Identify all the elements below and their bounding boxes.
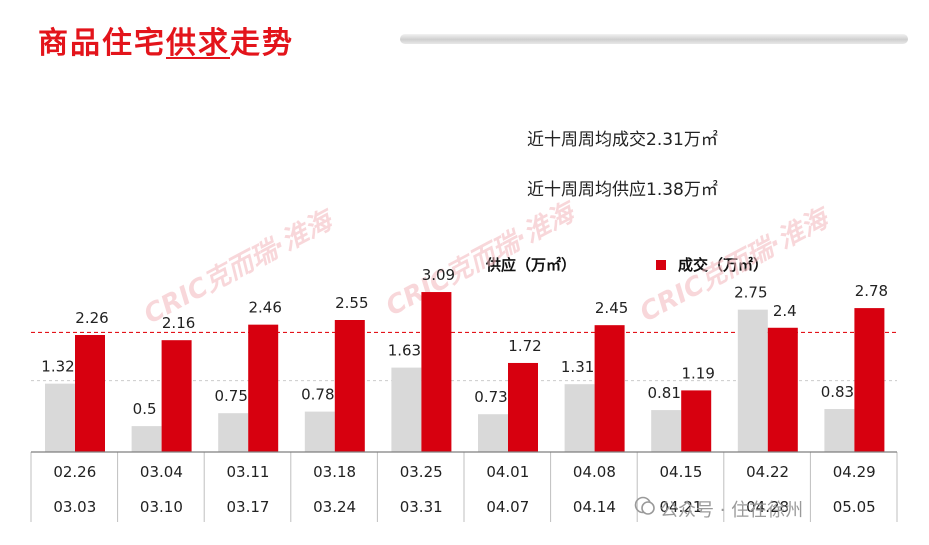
x-tick-label-end-3: 03.17 (227, 498, 270, 516)
supply-bar-5 (391, 367, 422, 452)
x-tick-label-start-5: 03.25 (400, 463, 443, 481)
deal-bar-3 (248, 324, 279, 452)
supply-value-label-2: 0.5 (133, 400, 157, 418)
supply-bar-1 (45, 383, 75, 452)
brand-watermark-2: CRIC克而瑞·淮海 (635, 202, 836, 328)
deal-value-label-3: 2.46 (248, 299, 281, 317)
x-tick-label-end-1: 03.03 (53, 498, 96, 516)
deal-bar-10 (854, 308, 885, 452)
supply-value-label-9: 2.75 (734, 284, 767, 302)
supply-bar-4 (304, 411, 335, 452)
supply-value-label-1: 1.32 (41, 358, 74, 376)
supply-value-label-10: 0.83 (821, 383, 854, 401)
brand-watermark-1: CRIC克而瑞·淮海 (381, 196, 582, 322)
x-tick-label-end-5: 03.31 (400, 498, 443, 516)
account-watermark: 公众号 · 住在徐州 (660, 500, 804, 521)
supply-bar-9 (737, 309, 768, 452)
deal-bar-4 (334, 320, 365, 452)
deal-bar-2 (161, 340, 192, 452)
deal-bar-1 (75, 335, 105, 452)
x-tick-label-start-3: 03.11 (227, 463, 270, 481)
title-part-1: 商品住宅 (38, 26, 166, 61)
supply-value-label-4: 0.78 (301, 386, 334, 404)
brand-watermark-3: CRIC克而瑞·淮海 (139, 204, 340, 330)
supply-value-label-3: 0.75 (214, 387, 247, 405)
deal-value-label-6: 1.72 (508, 337, 541, 355)
wechat-icon (634, 496, 655, 515)
supply-average-text: 近十周周均供应1.38万㎡ (527, 180, 718, 200)
supply-bar-7 (564, 384, 595, 452)
supply-bar-10 (824, 409, 855, 452)
page-title: 商品住宅供求走势 (38, 18, 294, 62)
deal-value-label-10: 2.78 (855, 282, 888, 300)
deal-bar-5 (421, 292, 452, 452)
x-tick-label-end-6: 04.07 (486, 498, 529, 516)
deal-value-label-4: 2.55 (335, 294, 368, 312)
legend-deal-label: 成交（万㎡） (678, 256, 769, 274)
supply-bar-3 (218, 413, 249, 452)
x-tick-label-start-9: 04.22 (746, 463, 789, 481)
deal-bar-7 (594, 325, 625, 452)
x-tick-label-end-4: 03.24 (313, 498, 356, 516)
supply-value-label-7: 1.31 (561, 358, 594, 376)
x-tick-label-start-7: 04.08 (573, 463, 616, 481)
title-decor-bar (400, 34, 908, 44)
supply-bar-6 (478, 414, 508, 452)
legend-deal-swatch (656, 259, 666, 270)
x-tick-label-start-4: 03.18 (313, 463, 356, 481)
deal-value-label-9: 2.4 (773, 302, 797, 320)
deal-value-label-1: 2.26 (75, 309, 108, 327)
supply-value-label-8: 0.81 (647, 384, 680, 402)
supply-value-label-5: 1.63 (388, 342, 421, 360)
x-tick-label-end-8: 04.21 (660, 498, 703, 516)
x-tick-label-start-2: 03.04 (140, 463, 183, 481)
supply-bar-8 (651, 410, 682, 452)
supply-bar-2 (131, 426, 162, 452)
deal-average-text: 近十周周均成交2.31万㎡ (527, 130, 718, 150)
supply-value-label-6: 0.73 (474, 388, 507, 406)
x-tick-label-start-10: 04.29 (833, 463, 876, 481)
legend-supply-label: 供应（万㎡） (486, 256, 577, 274)
deal-bar-6 (508, 362, 538, 452)
deal-bar-9 (767, 327, 798, 452)
x-tick-label-end-10: 05.05 (833, 498, 876, 516)
x-tick-label-start-8: 04.15 (660, 463, 703, 481)
legend-deal: 成交（万㎡） (656, 254, 768, 275)
x-tick-label-end-7: 04.14 (573, 498, 616, 516)
x-tick-label-start-6: 04.01 (486, 463, 529, 481)
deal-bar-8 (681, 390, 712, 452)
legend-supply: 供应（万㎡） (486, 254, 576, 275)
deal-value-label-7: 2.45 (595, 299, 628, 317)
x-tick-label-start-1: 02.26 (53, 463, 96, 481)
deal-value-label-2: 2.16 (162, 314, 195, 332)
x-tick-label-end-2: 03.10 (140, 498, 183, 516)
deal-value-label-8: 1.19 (681, 364, 714, 382)
deal-value-label-5: 3.09 (422, 266, 455, 284)
title-part-2: 供求 (166, 26, 230, 61)
title-part-3: 走势 (230, 26, 294, 61)
x-tick-label-end-9: 04.28 (746, 498, 789, 516)
